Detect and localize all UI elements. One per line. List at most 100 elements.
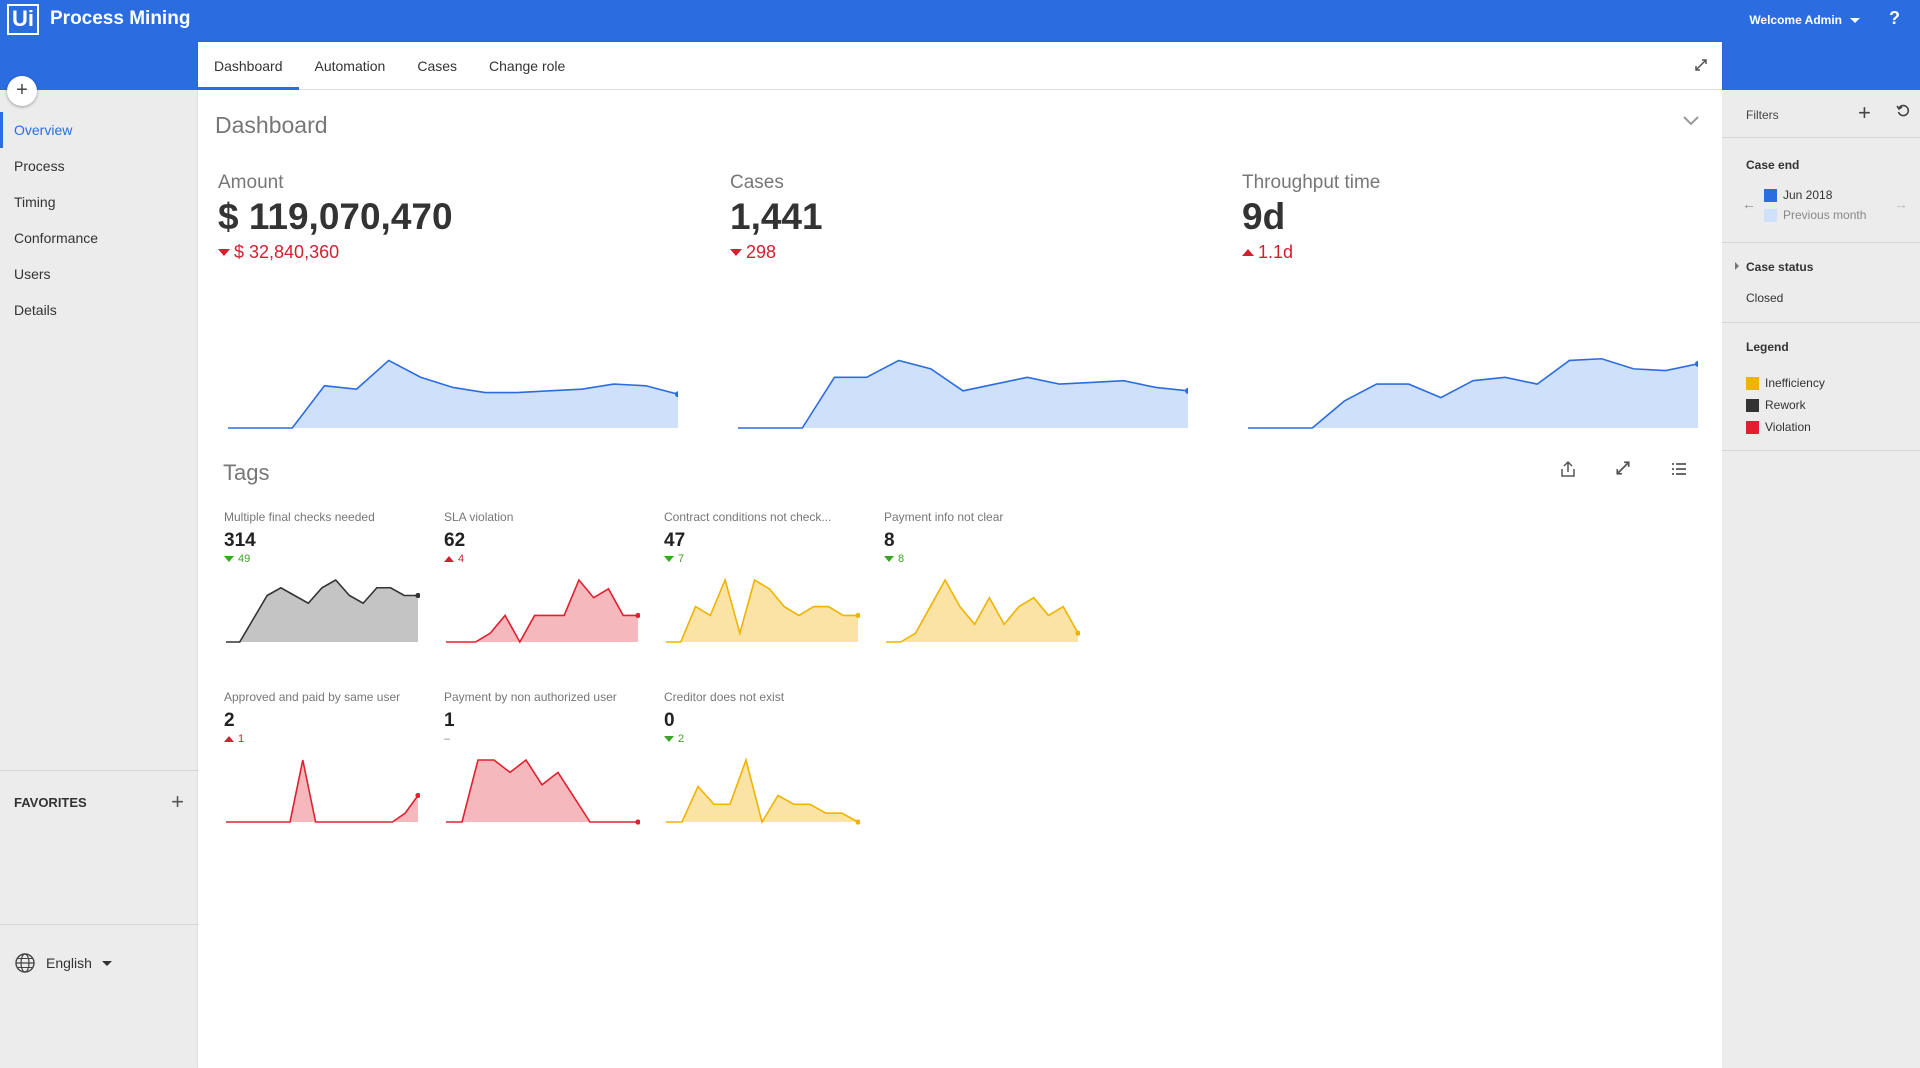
kpi-delta-value: 1.1d: [1258, 242, 1294, 262]
current-period-label: Jun 2018: [1783, 188, 1833, 202]
welcome-text: Welcome Admin: [1749, 13, 1842, 27]
trend-endpoint: [675, 391, 678, 398]
tag-card[interactable]: Payment by non authorized user 1 –: [444, 690, 644, 826]
tag-sparkline: [666, 757, 860, 825]
filter-header: Filters +: [1722, 90, 1920, 138]
up-arrow-icon: [444, 556, 454, 562]
user-menu[interactable]: Welcome Admin: [1749, 13, 1860, 27]
down-arrow-icon: [730, 249, 742, 256]
kpi-value: $ 119,070,470: [218, 196, 453, 237]
tag-delta: 7: [664, 552, 864, 566]
kpi-label: Cases: [730, 172, 784, 193]
sidebar-item-details[interactable]: Details: [14, 302, 57, 318]
tag-delta: 1: [224, 732, 424, 746]
tag-card[interactable]: Creditor does not exist 0 2: [664, 690, 864, 826]
previous-period-icon[interactable]: ←: [1742, 196, 1756, 212]
legend-swatch: [1746, 376, 1759, 390]
filter-panel: Filters + Case end ← Jun 2018 Previous m…: [1722, 90, 1920, 1068]
tag-card[interactable]: Payment info not clear 8 8: [884, 510, 1084, 646]
trend-area: [228, 360, 678, 428]
add-favorite-button[interactable]: +: [171, 789, 184, 814]
kpi-value: 9d: [1242, 196, 1286, 237]
next-period-icon[interactable]: →: [1894, 196, 1908, 212]
fullscreen-icon[interactable]: [1694, 58, 1708, 72]
tag-card[interactable]: SLA violation 62 4: [444, 510, 644, 646]
down-arrow-icon: [664, 736, 674, 742]
expand-icon[interactable]: [1615, 460, 1631, 476]
tag-card[interactable]: Contract conditions not check... 47 7: [664, 510, 864, 646]
kpi-throughput-time: Throughput time 9d 1.1d: [1242, 172, 1702, 263]
help-icon[interactable]: ?: [1889, 8, 1900, 28]
trend-line: [666, 577, 858, 643]
tag-value: 47: [664, 530, 686, 551]
sidebar-item-overview[interactable]: Overview: [0, 112, 198, 148]
trend-endpoint: [1185, 387, 1188, 394]
trend-area: [226, 760, 418, 822]
legend-label: Violation: [1765, 420, 1811, 434]
divider: [1722, 450, 1920, 451]
reset-icon[interactable]: [1896, 104, 1910, 118]
sidebar-item-conformance[interactable]: Conformance: [14, 230, 99, 246]
divider: [0, 770, 198, 771]
amount-trend-chart: [228, 359, 678, 429]
tag-delta-value: –: [444, 733, 451, 745]
down-arrow-icon: [218, 249, 230, 256]
tag-sparkline: [226, 578, 420, 643]
kpi-delta: $ 32,840,360: [218, 242, 678, 263]
tag-delta-value: 4: [458, 553, 465, 565]
sidebar-item-process[interactable]: Process: [14, 158, 65, 174]
trend-area: [666, 580, 858, 642]
tag-label: Multiple final checks needed: [224, 510, 375, 524]
trend-area: [738, 360, 1188, 428]
legend-label: Legend: [1746, 340, 1789, 354]
throughput-trend-chart: [1248, 357, 1698, 429]
add-filter-button[interactable]: +: [1858, 100, 1871, 125]
filters-title: Filters: [1746, 108, 1779, 122]
down-arrow-icon: [884, 556, 894, 562]
trend-area: [446, 760, 638, 822]
tag-sparkline: [666, 577, 860, 643]
language-selector[interactable]: English: [14, 952, 112, 974]
tag-value: 8: [884, 530, 895, 551]
favorites-section: FAVORITES +: [14, 789, 184, 814]
trend-endpoint: [1695, 360, 1698, 367]
tag-delta: 8: [884, 552, 1084, 566]
current-period-swatch: [1764, 188, 1777, 202]
tag-delta: 2: [664, 732, 864, 746]
trend-line: [1248, 357, 1698, 429]
trend-line: [738, 359, 1188, 429]
globe-icon: [15, 953, 35, 973]
favorites-label: FAVORITES: [14, 795, 87, 810]
app-title: Process Mining: [50, 8, 191, 29]
tag-card[interactable]: Multiple final checks needed 314 49: [224, 510, 424, 646]
tab-cases[interactable]: Cases: [417, 58, 458, 74]
trend-line: [226, 578, 418, 643]
case-end-label: Case end: [1746, 158, 1800, 172]
tag-value: 0: [664, 710, 675, 731]
share-icon[interactable]: [1559, 460, 1577, 478]
sidebar-item-timing[interactable]: Timing: [14, 194, 56, 210]
tab-dashboard[interactable]: Dashboard: [198, 42, 299, 90]
kpi-delta: 298: [730, 242, 1190, 263]
tab-automation[interactable]: Automation: [314, 58, 386, 74]
tab-change-role[interactable]: Change role: [489, 58, 566, 74]
trend-line: [226, 759, 419, 823]
list-view-icon[interactable]: [1670, 460, 1688, 478]
tags-title: Tags: [223, 460, 270, 485]
add-button[interactable]: +: [7, 76, 37, 106]
tag-label: Payment info not clear: [884, 510, 1004, 524]
tag-label: Creditor does not exist: [664, 690, 785, 704]
tag-label: Contract conditions not check...: [664, 510, 832, 524]
legend-item: Inefficiency: [1746, 376, 1825, 390]
tag-card[interactable]: Approved and paid by same user 2 1: [224, 690, 424, 826]
tag-delta-value: 2: [678, 733, 685, 745]
tag-delta: 4: [444, 552, 644, 566]
legend-swatch: [1746, 420, 1759, 434]
chevron-down-icon[interactable]: [1682, 114, 1700, 126]
sidebar-item-users[interactable]: Users: [14, 266, 51, 282]
previous-period-label: Previous month: [1783, 208, 1867, 222]
trend-line: [886, 578, 1079, 643]
tag-sparkline: [226, 759, 420, 823]
chevron-right-icon[interactable]: [1735, 262, 1739, 270]
case-status-label[interactable]: Case status: [1746, 260, 1814, 274]
